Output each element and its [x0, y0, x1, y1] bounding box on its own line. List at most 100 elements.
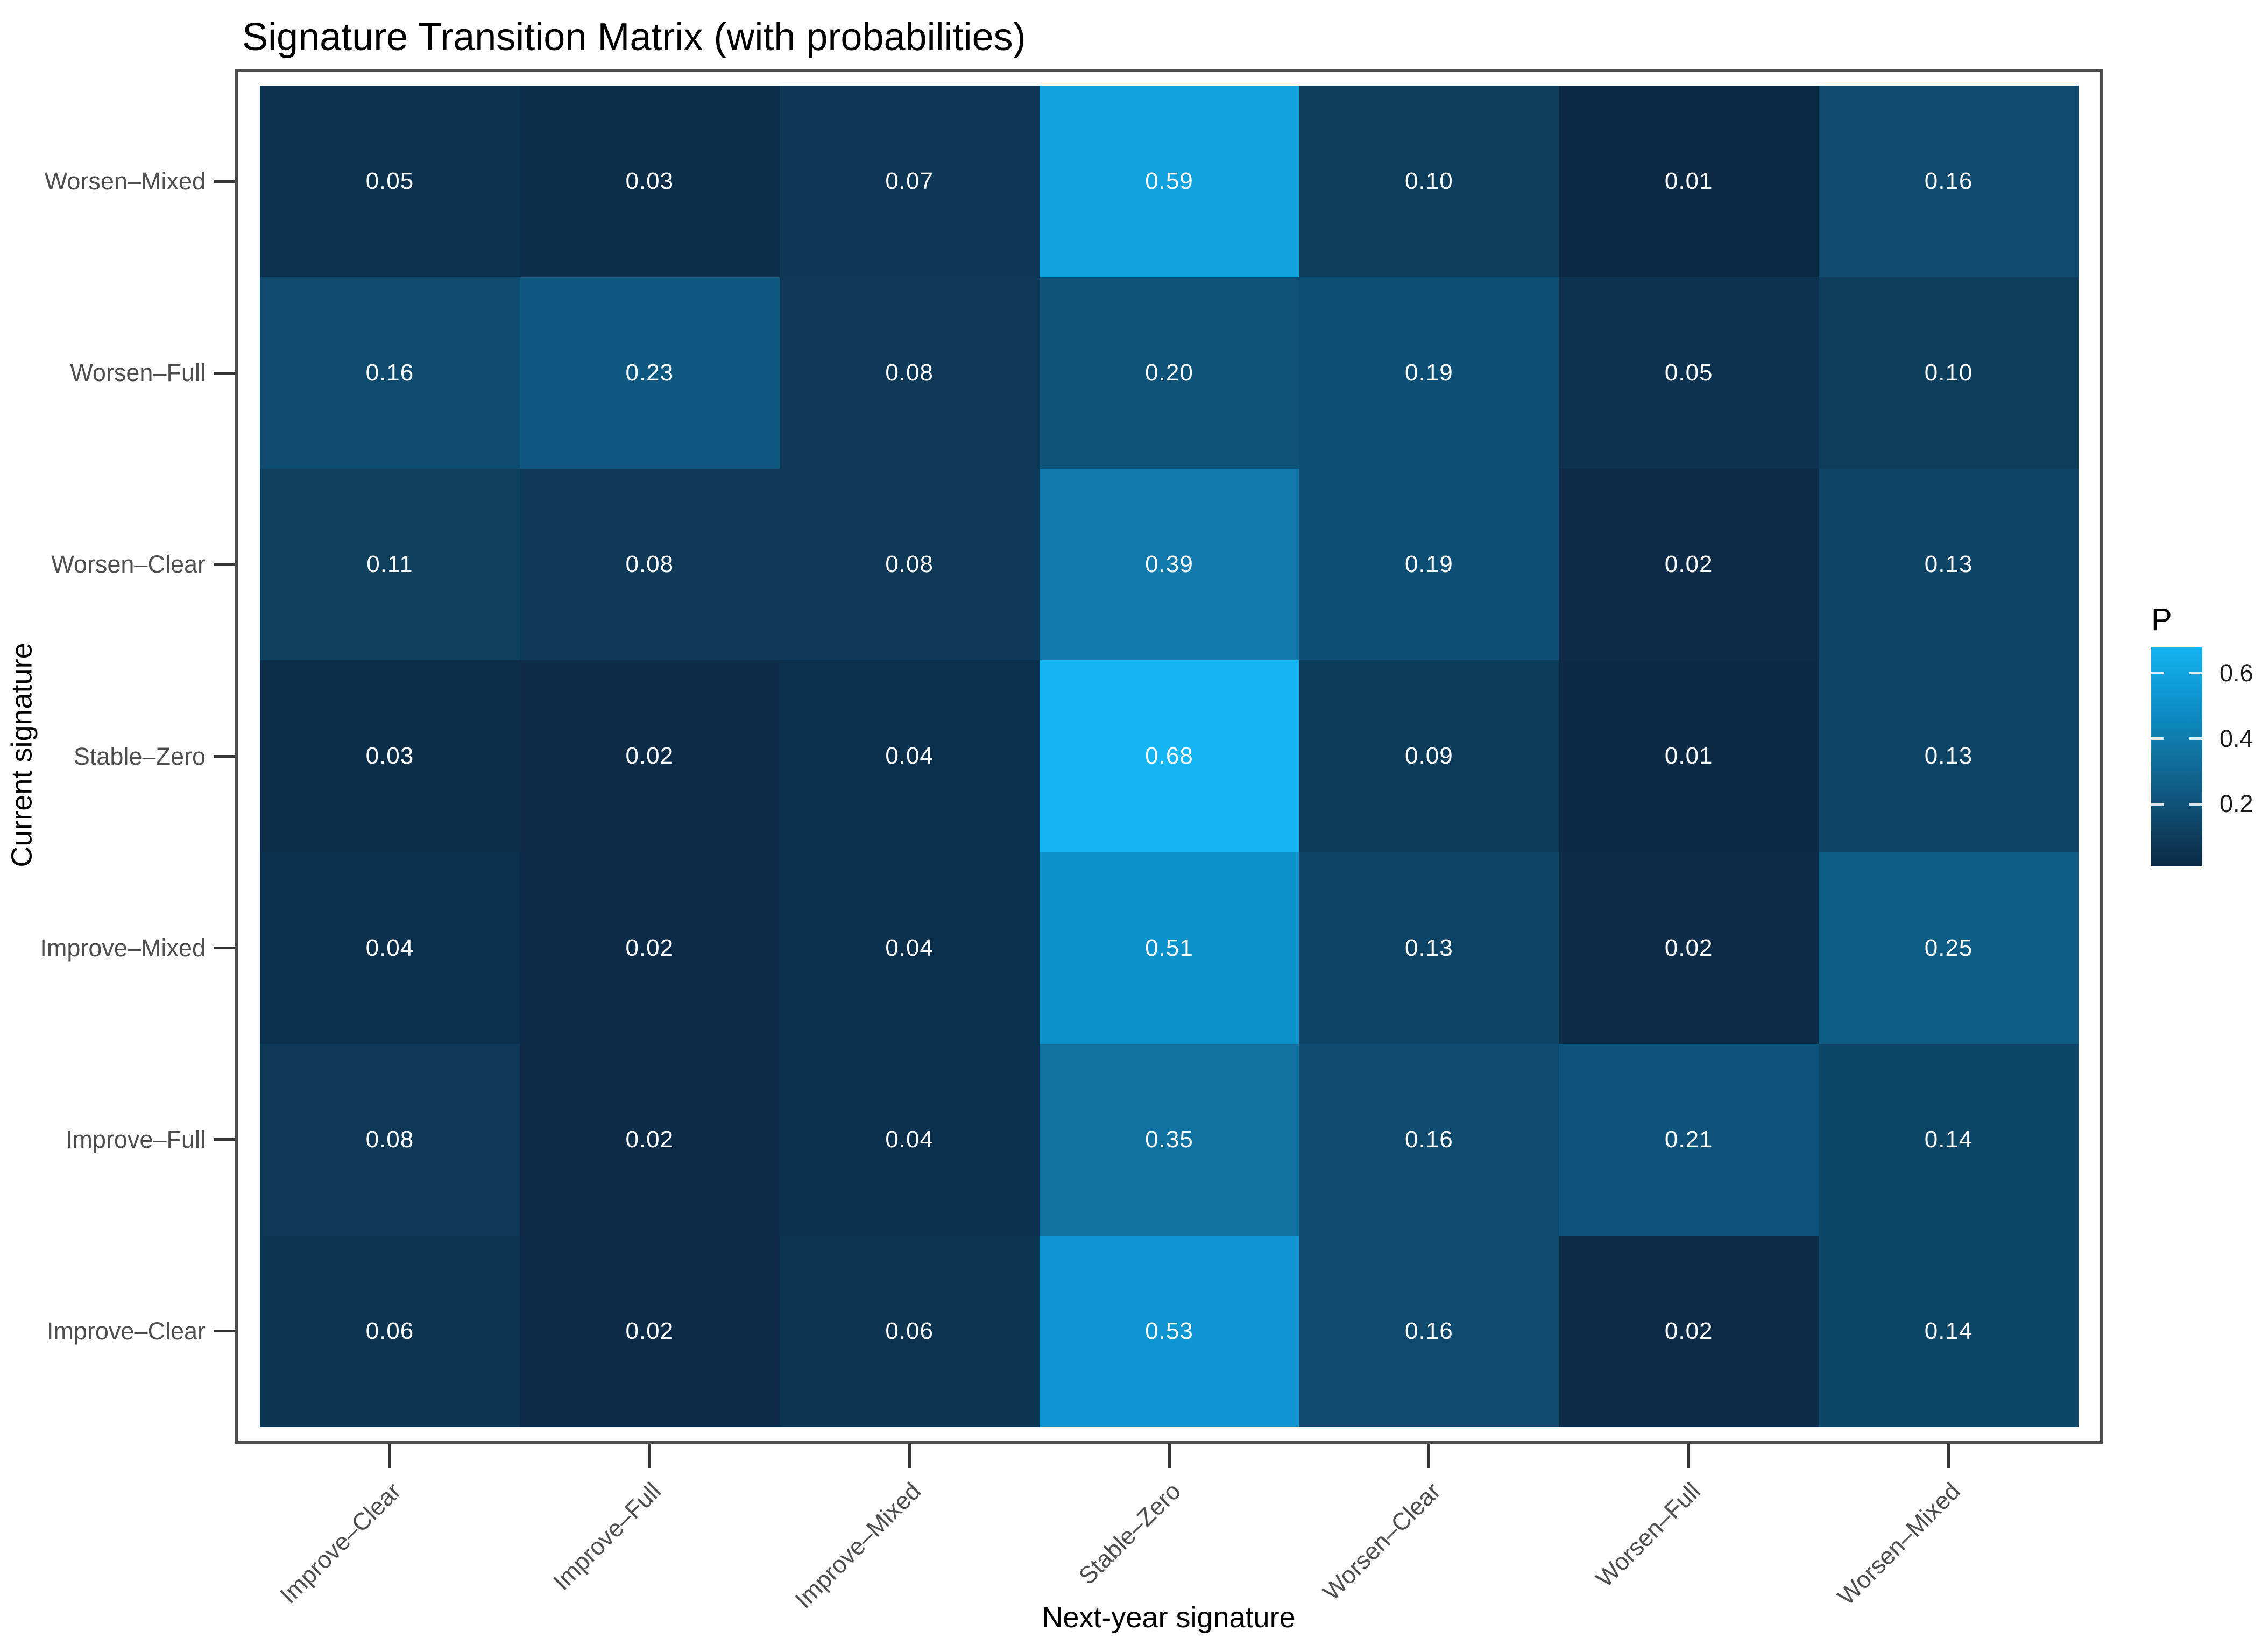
heatmap-cell: 0.53: [1039, 1235, 1299, 1427]
heatmap-cell: 0.08: [779, 469, 1040, 661]
heatmap-cell: 0.04: [779, 852, 1040, 1044]
heatmap-cell: 0.02: [519, 660, 780, 852]
y-tick-mark: [214, 755, 235, 758]
cell-value: 0.19: [1405, 359, 1453, 386]
heatmap-cell: 0.05: [1559, 277, 1819, 469]
heatmap-cell: 0.13: [1299, 852, 1559, 1044]
y-tick-label: Worsen–Full: [70, 359, 206, 387]
cell-value: 0.14: [1924, 1317, 1973, 1344]
heatmap-cell: 0.02: [519, 1043, 780, 1236]
heatmap-cell: 0.16: [1299, 1043, 1559, 1236]
x-tick-label: Worsen–Mixed: [1832, 1477, 1966, 1611]
cell-value: 0.08: [885, 359, 934, 386]
heatmap-cell: 0.07: [779, 86, 1040, 278]
heatmap-cell: 0.03: [519, 86, 780, 278]
cell-value: 0.08: [365, 1126, 414, 1153]
x-tick-mark: [908, 1444, 911, 1468]
cell-value: 0.04: [365, 934, 414, 961]
legend-tick-label: 0.4: [2219, 724, 2253, 752]
heatmap-cell: 0.01: [1559, 86, 1819, 278]
heatmap-cell: 0.13: [1819, 469, 2079, 661]
heatmap-cell: 0.06: [260, 1235, 520, 1427]
y-tick-label: Worsen–Mixed: [44, 167, 206, 195]
cell-value: 0.13: [1405, 934, 1453, 961]
cell-value: 0.05: [365, 168, 414, 195]
cell-value: 0.08: [625, 551, 674, 578]
cell-value: 0.02: [625, 934, 674, 961]
heatmap-cell: 0.39: [1039, 469, 1299, 661]
x-tick-mark: [1947, 1444, 1950, 1468]
heatmap-cell: 0.51: [1039, 852, 1299, 1044]
cell-value: 0.05: [1664, 359, 1713, 386]
legend-tick-label: 0.6: [2219, 659, 2253, 687]
cell-value: 0.35: [1145, 1126, 1193, 1153]
y-tick-mark: [214, 180, 235, 183]
heatmap-cell: 0.04: [779, 660, 1040, 852]
cell-value: 0.04: [885, 1126, 934, 1153]
cell-value: 0.11: [366, 551, 413, 578]
cell-value: 0.08: [885, 551, 934, 578]
cell-value: 0.02: [1664, 551, 1713, 578]
cell-value: 0.13: [1924, 551, 1973, 578]
cell-value: 0.25: [1924, 934, 1973, 961]
legend-tick-dash: [2151, 672, 2164, 675]
heatmap-cell: 0.02: [1559, 469, 1819, 661]
y-tick-mark: [214, 947, 235, 950]
cell-value: 0.02: [625, 1126, 674, 1153]
x-tick-mark: [1168, 1444, 1171, 1468]
y-tick-mark: [214, 1138, 235, 1141]
heatmap-cell: 0.02: [519, 1235, 780, 1427]
heatmap-cell: 0.08: [519, 469, 780, 661]
cell-value: 0.68: [1145, 743, 1193, 769]
y-tick-label: Improve–Mixed: [40, 934, 206, 962]
heatmap-cell: 0.20: [1039, 277, 1299, 469]
cell-value: 0.16: [1924, 168, 1973, 195]
legend-tick-dash: [2151, 802, 2164, 806]
heatmap-cell: 0.10: [1819, 277, 2079, 469]
legend-colorbar: [2151, 647, 2202, 866]
heatmap-cell: 0.04: [260, 852, 520, 1044]
heatmap-cell: 0.16: [1819, 86, 2079, 278]
heatmap-cell: 0.25: [1819, 852, 2079, 1044]
cell-value: 0.59: [1145, 168, 1193, 195]
cell-value: 0.14: [1924, 1126, 1973, 1153]
heatmap-cell: 0.06: [779, 1235, 1040, 1427]
heatmap-cell: 0.01: [1559, 660, 1819, 852]
x-tick-mark: [388, 1444, 391, 1468]
y-tick-label: Improve–Full: [65, 1125, 206, 1153]
y-tick-label: Stable–Zero: [73, 742, 206, 770]
cell-value: 0.16: [1405, 1317, 1453, 1344]
cell-value: 0.09: [1405, 743, 1453, 769]
cell-value: 0.04: [885, 743, 934, 769]
heatmap-cell: 0.23: [519, 277, 780, 469]
heatmap-cell: 0.16: [1299, 1235, 1559, 1427]
cell-value: 0.01: [1664, 168, 1713, 195]
cell-value: 0.01: [1664, 743, 1713, 769]
cell-value: 0.02: [625, 743, 674, 769]
x-tick-mark: [1687, 1444, 1691, 1468]
y-tick-label: Worsen–Clear: [51, 550, 206, 578]
cell-value: 0.21: [1664, 1126, 1713, 1153]
heatmap-cell: 0.04: [779, 1043, 1040, 1236]
y-tick-mark: [214, 1330, 235, 1333]
heatmap-cell: 0.05: [260, 86, 520, 278]
cell-value: 0.06: [885, 1317, 934, 1344]
x-tick-label: Improve–Full: [548, 1477, 667, 1595]
cell-value: 0.02: [625, 1317, 674, 1344]
heatmap-cell: 0.19: [1299, 277, 1559, 469]
cell-value: 0.20: [1145, 359, 1193, 386]
heatmap-cell: 0.14: [1819, 1043, 2079, 1236]
y-tick-mark: [214, 563, 235, 566]
x-tick-label: Improve–Clear: [274, 1477, 407, 1609]
heatmap-cell: 0.09: [1299, 660, 1559, 852]
cell-value: 0.10: [1405, 168, 1453, 195]
cell-value: 0.04: [885, 934, 934, 961]
x-tick-mark: [648, 1444, 651, 1468]
heatmap-cell: 0.08: [260, 1043, 520, 1236]
cell-value: 0.53: [1145, 1317, 1193, 1344]
cell-value: 0.19: [1405, 551, 1453, 578]
legend-title: P: [2151, 602, 2172, 637]
heatmap-cell: 0.21: [1559, 1043, 1819, 1236]
heatmap-cell: 0.68: [1039, 660, 1299, 852]
